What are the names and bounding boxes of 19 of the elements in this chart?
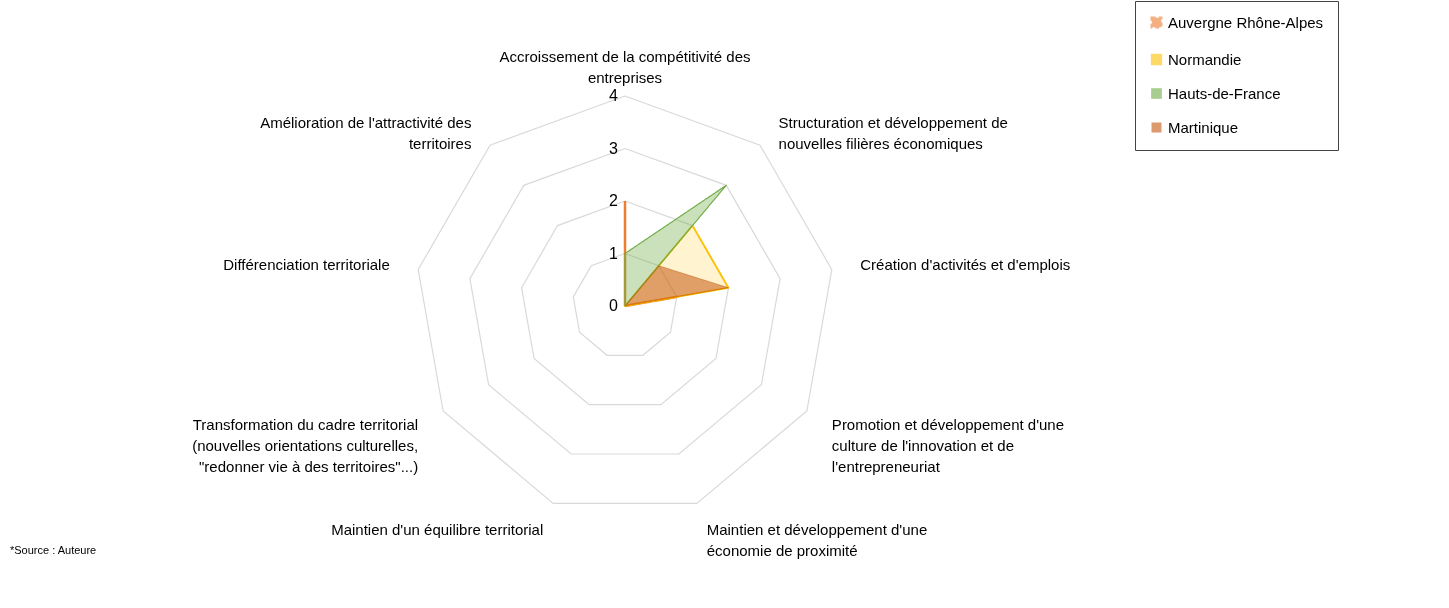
y-tick-label: 1 (609, 244, 618, 262)
y-tick-label: 3 (609, 139, 618, 157)
spoke-label: Maintien et développement d'une économie de proximité (706, 521, 928, 560)
spoke-label: Création d'activités et d'emplois (860, 255, 1071, 273)
y-tick-label: 4 (609, 87, 618, 104)
legend-label: Normandie (1168, 50, 1242, 68)
y-tick-label: 2 (609, 192, 618, 209)
spoke-label: Accroissement de la compétitivité des entreprises (499, 47, 751, 86)
spoke-label: Maintien d'un équilibre territorial (331, 521, 544, 539)
spoke-label: Structuration et développement de nouvelles filières économiques (778, 114, 1008, 153)
y-tick-label: 0 (609, 297, 618, 314)
text: *Source : Auteure (10, 544, 97, 556)
legend-label: Martinique (1168, 118, 1239, 136)
spoke-label: Transformation du cadre territorial (nouvelles orientations culturelles, "redonner vie à des territoires"...) (192, 416, 419, 476)
spoke-label: Différenciation territoriale (223, 255, 390, 273)
legend-label: Auvergne Rhône-Alpes (1168, 13, 1324, 31)
legend-label: Hauts-de-France (1168, 84, 1281, 102)
spoke-label: Promotion et développement d'une culture de l'innovation et de l'entrepreneuriat (831, 416, 1065, 476)
spoke-label: Amélioration de l'attractivité des territoires (260, 114, 472, 153)
